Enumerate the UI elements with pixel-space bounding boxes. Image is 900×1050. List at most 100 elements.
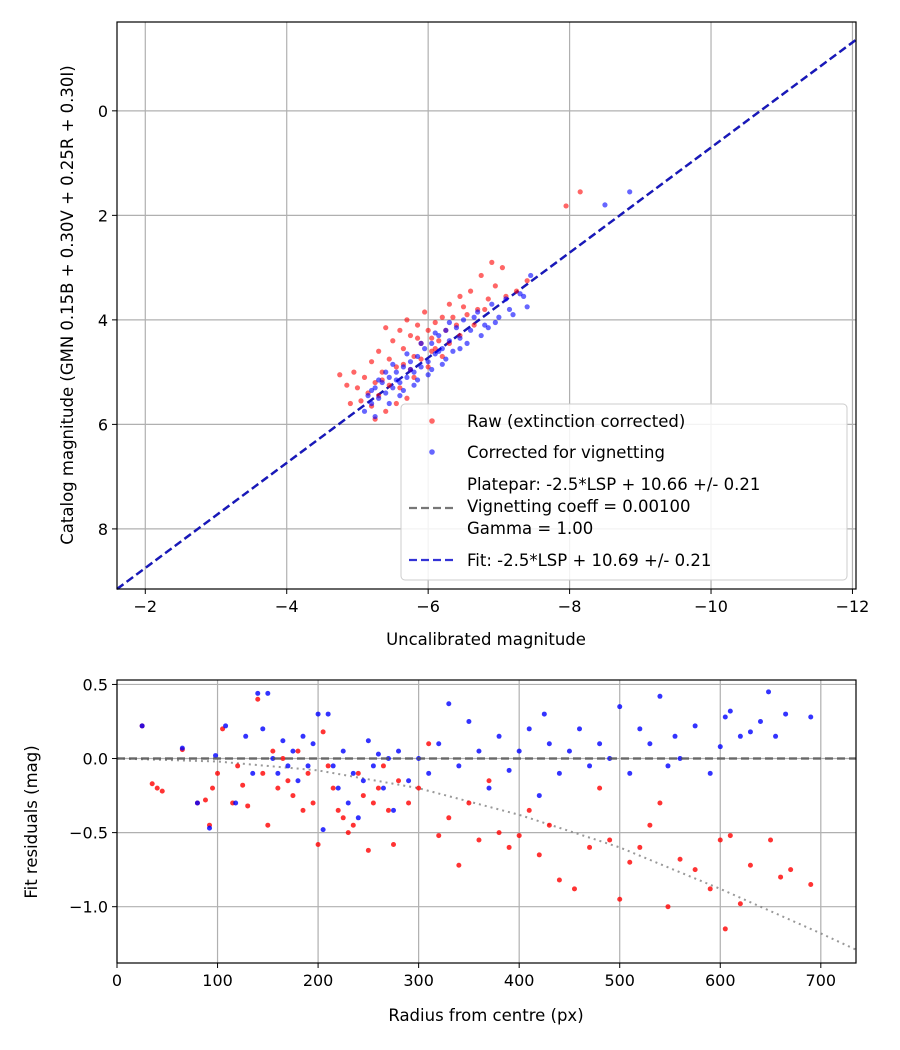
bottom-ytick-label: −1.0 <box>69 898 108 917</box>
top-point-corrected-for-vignetting <box>496 314 502 320</box>
bottom-point-corrected-residuals <box>320 827 326 833</box>
top-point-corrected-for-vignetting <box>475 309 481 315</box>
bottom-point-raw-residuals <box>345 830 351 836</box>
bottom-point-raw-residuals <box>280 756 286 762</box>
top-xtick-label: −6 <box>416 597 440 616</box>
bottom-point-corrected-residuals <box>300 733 306 739</box>
bottom-point-raw-residuals <box>310 800 316 806</box>
top-point-corrected-for-vignetting <box>372 413 378 420</box>
bottom-point-raw-residuals <box>627 859 633 865</box>
bottom-point-corrected-residuals <box>617 704 623 710</box>
bottom-point-corrected-residuals <box>657 693 663 699</box>
bottom-point-raw-residuals <box>476 837 482 843</box>
top-ytick-label: 6 <box>98 415 108 434</box>
top-point-corrected-for-vignetting <box>414 377 421 383</box>
bottom-point-raw-residuals <box>426 741 432 747</box>
legend-platepar-label: Platepar: -2.5*LSP + 10.66 +/- 0.21 <box>467 475 760 494</box>
bottom-point-raw-residuals <box>270 748 276 754</box>
top-ylabel: Catalog magnitude (GMN 0.15B + 0.30V + 0… <box>58 65 77 544</box>
bottom-point-corrected-residuals <box>290 748 296 754</box>
bottom-point-raw-residuals <box>768 837 774 843</box>
bottom-point-corrected-residuals <box>717 744 723 750</box>
top-point-corrected-for-vignetting <box>390 361 396 367</box>
top-point-corrected-for-vignetting <box>602 202 608 208</box>
top-point-corrected-for-vignetting <box>400 387 407 394</box>
bottom-point-corrected-residuals <box>747 729 753 735</box>
bottom-xtick-label: 0 <box>112 971 122 990</box>
top-point-raw-extinction-corrected <box>425 327 431 333</box>
top-point-corrected-for-vignetting <box>418 340 424 346</box>
bottom-point-corrected-residuals <box>255 690 261 696</box>
bottom-point-raw-residuals <box>617 896 623 902</box>
top-point-corrected-for-vignetting <box>460 317 467 323</box>
top-point-corrected-for-vignetting <box>368 387 375 394</box>
top-point-raw-extinction-corrected <box>482 306 488 313</box>
top-line-fit-2-5-lsp-10-69-0-21 <box>116 38 857 590</box>
top-point-raw-extinction-corrected <box>485 296 491 302</box>
bottom-point-corrected-residuals <box>476 748 482 754</box>
bottom-point-raw-residuals <box>375 785 381 791</box>
bottom-point-corrected-residuals <box>737 733 743 739</box>
bottom-point-raw-residuals <box>260 770 266 776</box>
bottom-point-raw-residuals <box>315 841 321 847</box>
top-point-corrected-for-vignetting <box>464 340 470 346</box>
bottom-point-raw-residuals <box>778 874 784 880</box>
bottom-point-raw-residuals <box>637 844 643 850</box>
top-point-raw-extinction-corrected <box>368 359 375 365</box>
bottom-point-corrected-residuals <box>380 785 386 791</box>
top-point-raw-extinction-corrected <box>457 293 463 299</box>
bottom-point-raw-residuals <box>275 785 281 791</box>
top-point-raw-extinction-corrected <box>429 335 435 341</box>
bottom-point-raw-residuals <box>587 844 593 850</box>
top-point-raw-extinction-corrected <box>383 408 389 414</box>
top-point-corrected-for-vignetting <box>404 374 410 380</box>
top-axis-ticks: −2 −4 −6 −8 −10 −12 0 2 4 6 8 <box>98 102 870 616</box>
legend-vignetting-label: Vignetting coeff = 0.00100 <box>467 497 691 516</box>
bottom-point-raw-residuals <box>330 785 336 791</box>
bottom-point-raw-residuals <box>285 778 291 784</box>
top-point-corrected-for-vignetting <box>471 314 477 320</box>
top-point-corrected-for-vignetting <box>429 366 435 373</box>
bottom-point-corrected-residuals <box>275 770 281 776</box>
bottom-point-raw-residuals <box>360 793 366 799</box>
bottom-point-corrected-residuals <box>213 753 219 759</box>
bottom-point-corrected-residuals <box>370 763 376 769</box>
top-scatter-points <box>337 189 633 422</box>
top-xtick-label: −10 <box>694 597 728 616</box>
bottom-point-corrected-residuals <box>665 763 671 769</box>
bottom-chart: 0 100 200 300 400 500 600 700 0.5 0.0 −0.5 −1.0 Rad… <box>22 675 857 1025</box>
top-point-corrected-for-vignetting <box>404 351 410 357</box>
bottom-point-raw-residuals <box>607 837 613 843</box>
bottom-point-corrected-residuals <box>295 778 301 784</box>
bottom-ylabel: Fit residuals (mag) <box>22 745 41 898</box>
bottom-point-raw-residuals <box>215 770 221 776</box>
bottom-xtick-label: 700 <box>806 971 837 990</box>
bottom-point-raw-residuals <box>571 886 577 892</box>
bottom-point-raw-residuals <box>496 830 502 836</box>
bottom-point-raw-residuals <box>365 847 371 853</box>
bottom-point-corrected-residuals <box>766 689 772 695</box>
bottom-point-raw-residuals <box>210 785 216 791</box>
bottom-point-raw-residuals <box>385 807 391 813</box>
top-chart: −2 −4 −6 −8 −10 −12 0 2 4 6 8 Uncalibrated magnitu… <box>58 21 870 649</box>
bottom-point-raw-residuals <box>747 862 753 868</box>
top-point-raw-extinction-corrected <box>351 369 357 375</box>
top-point-raw-extinction-corrected <box>358 398 364 404</box>
legend-corrected-label: Corrected for vignetting <box>467 443 665 462</box>
bottom-point-corrected-residuals <box>285 763 291 769</box>
top-point-raw-extinction-corrected <box>467 288 474 294</box>
bottom-point-raw-residuals <box>665 904 671 910</box>
bottom-point-raw-residuals <box>727 833 733 839</box>
legend-raw-label: Raw (extinction corrected) <box>467 412 685 431</box>
bottom-point-corrected-residuals <box>350 770 356 776</box>
top-fit-lines <box>116 38 857 590</box>
top-point-raw-extinction-corrected <box>436 338 442 344</box>
bottom-point-corrected-residuals <box>637 726 643 732</box>
bottom-point-corrected-residuals <box>310 741 316 747</box>
top-point-raw-extinction-corrected <box>386 356 392 362</box>
bottom-point-corrected-residuals <box>250 770 256 776</box>
bottom-point-raw-residuals <box>265 822 271 828</box>
top-point-corrected-for-vignetting <box>528 272 534 279</box>
top-point-raw-extinction-corrected <box>344 382 350 388</box>
top-point-corrected-for-vignetting <box>450 348 456 354</box>
